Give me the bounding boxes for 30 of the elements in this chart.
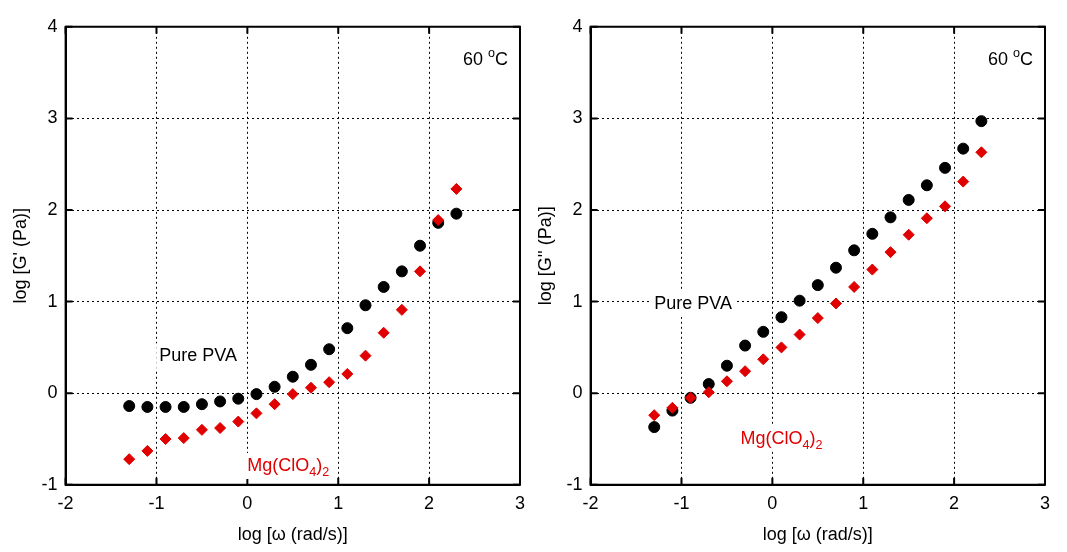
x-tick-label: 0 xyxy=(242,492,253,513)
x-tick-label: -2 xyxy=(582,492,599,513)
series-label: Pure PVA xyxy=(159,345,237,366)
series-label: Pure PVA xyxy=(654,292,732,313)
x-tick-label: 2 xyxy=(424,492,435,513)
x-tick-label: 1 xyxy=(858,492,869,513)
x-tick-label: 3 xyxy=(514,492,525,513)
x-axis-title: log [ω (rad/s)] xyxy=(762,524,873,545)
x-tick-label: -1 xyxy=(148,492,165,513)
x-tick-label: 2 xyxy=(949,492,960,513)
x-axis-title: log [ω (rad/s)] xyxy=(237,524,348,545)
y-axis-title: log [G' (Pa)] xyxy=(9,208,30,304)
y-tick-label: 2 xyxy=(572,198,583,219)
x-tick-label: 1 xyxy=(333,492,344,513)
y-tick-label: 3 xyxy=(572,107,583,128)
y-tick-label: 1 xyxy=(572,290,583,311)
y-tick-label: 0 xyxy=(572,382,583,403)
y-tick-label: -1 xyxy=(566,473,583,494)
x-tick-label: 0 xyxy=(767,492,778,513)
y-axis-title: log [G'' (Pa)] xyxy=(534,206,555,306)
y-tick-label: 4 xyxy=(47,15,58,36)
y-tick-label: 4 xyxy=(572,15,583,36)
y-tick-label: 0 xyxy=(47,382,58,403)
y-tick-label: 2 xyxy=(47,198,58,219)
y-tick-label: 1 xyxy=(47,290,58,311)
y-tick-label: -1 xyxy=(41,473,58,494)
y-tick-label: 3 xyxy=(47,107,58,128)
x-tick-label: -1 xyxy=(673,492,690,513)
x-tick-label: -2 xyxy=(57,492,74,513)
x-tick-label: 3 xyxy=(1039,492,1050,513)
